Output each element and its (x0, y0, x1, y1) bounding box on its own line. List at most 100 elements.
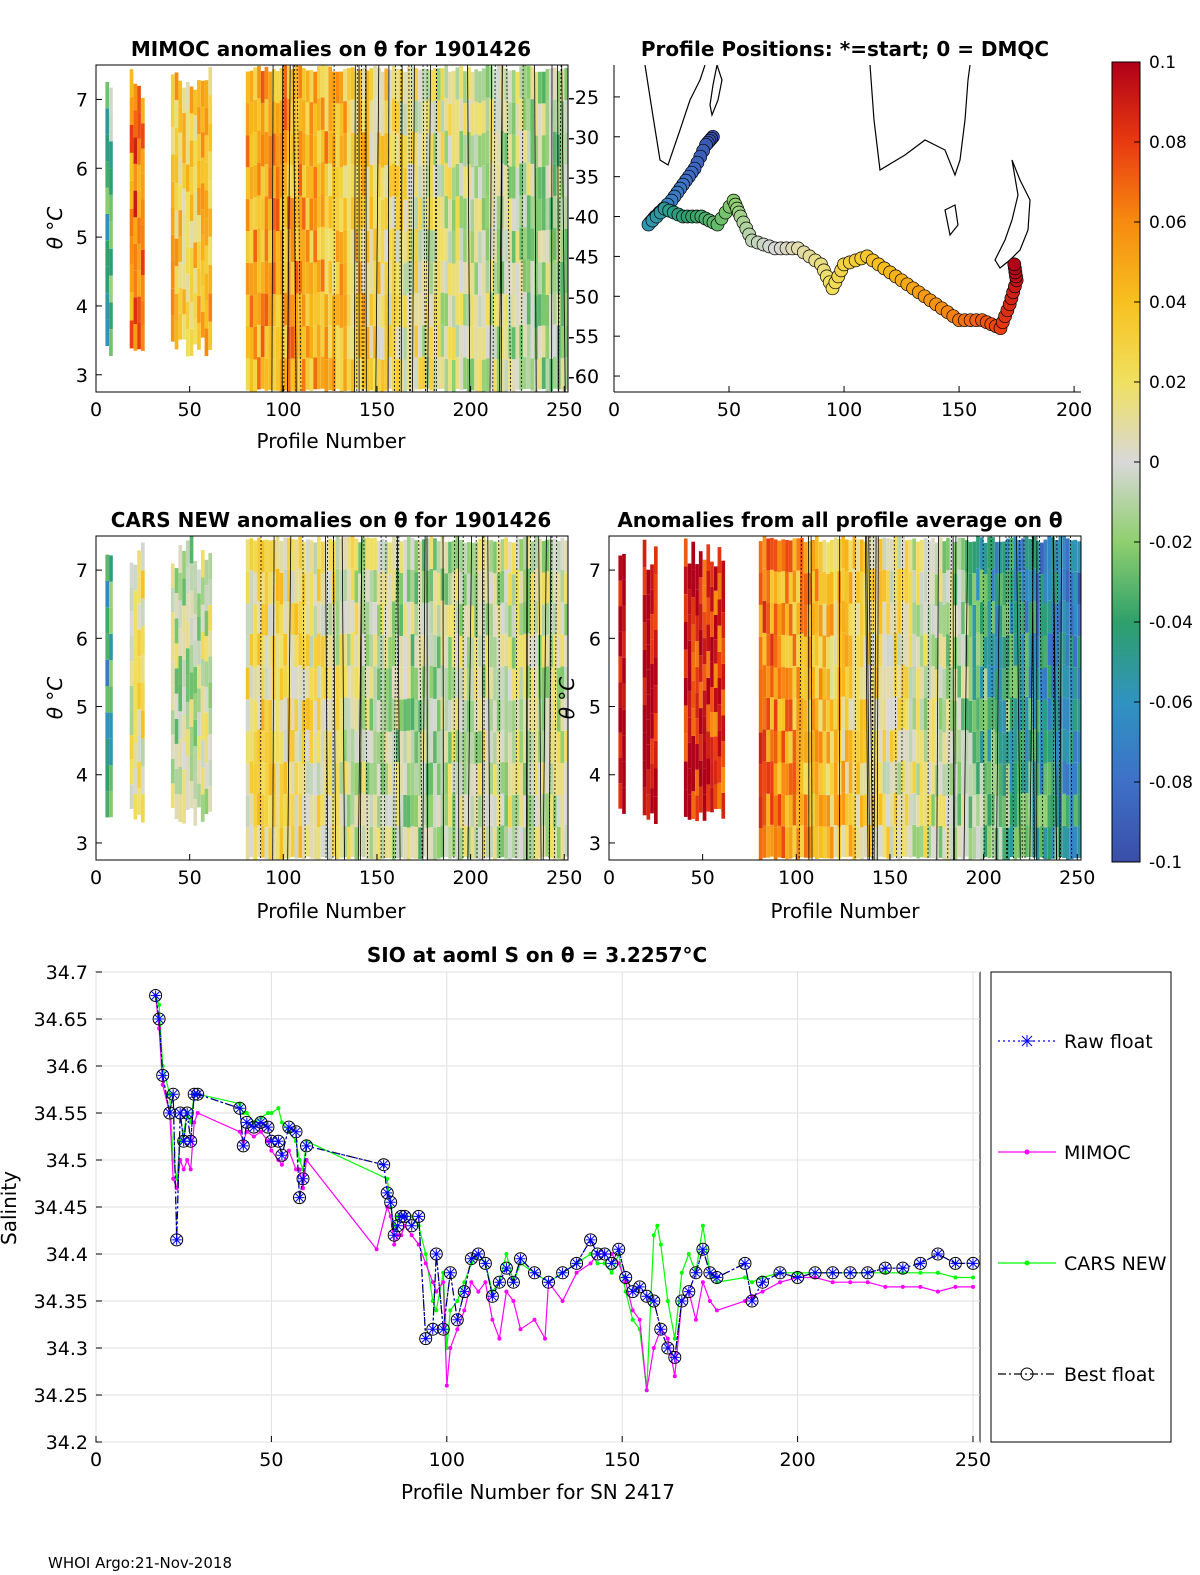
heat-cell (317, 665, 321, 699)
heat-cell (523, 698, 527, 731)
heat-cell (1047, 665, 1051, 698)
heat-cell (170, 636, 175, 662)
x-tick-label: 100 (429, 1449, 465, 1471)
heat-cell (549, 132, 553, 166)
y-tick-label: 3 (589, 833, 601, 855)
heat-cell (785, 699, 789, 732)
heat-cell (373, 163, 377, 196)
heat-cell (249, 359, 254, 392)
heat-cell (294, 293, 299, 326)
heat-cell (335, 826, 340, 859)
heat-cell (264, 164, 269, 197)
heat-cell (283, 569, 287, 602)
heat-cell (811, 571, 815, 604)
contour-line (526, 536, 528, 860)
heat-cell (403, 231, 407, 264)
data-point (294, 1167, 298, 1172)
heat-cell (272, 827, 276, 860)
africa-coast (644, 65, 706, 166)
heat-cell (328, 763, 332, 796)
heat-cell (710, 737, 714, 763)
heat-cell (867, 696, 872, 729)
heat-cell (485, 325, 490, 359)
heat-cell (534, 135, 538, 168)
heat-cell (305, 793, 310, 825)
heat-cell (320, 323, 325, 357)
heat-cell (362, 164, 366, 197)
heat-cell (534, 103, 538, 136)
heat-cell (406, 633, 411, 667)
heat-cell (133, 641, 138, 667)
heat-cell (294, 326, 299, 359)
heat-cell (253, 197, 257, 230)
heat-cell (463, 103, 467, 135)
heat-cell (916, 636, 920, 669)
heat-cell (1043, 699, 1048, 732)
heat-cell (549, 358, 553, 391)
heat-cell (994, 764, 999, 796)
heat-cell (695, 769, 699, 796)
heat-cell (141, 300, 145, 326)
y-tick-label: -45 (568, 246, 599, 268)
heat-cell (721, 560, 726, 587)
heat-cell (275, 199, 280, 231)
heat-cell (170, 612, 175, 637)
heat-cell (1039, 794, 1044, 826)
heat-cell (871, 536, 875, 569)
heat-cell (493, 230, 497, 263)
heat-cell (515, 602, 520, 635)
contour-line (954, 536, 957, 860)
heat-cell (534, 263, 538, 296)
heat-cell (830, 667, 834, 700)
heat-cell (444, 699, 449, 731)
heat-cell (478, 327, 482, 360)
heat-cell (204, 218, 209, 246)
heat-cell (129, 320, 134, 349)
heat-cell (991, 729, 995, 762)
heat-cell (354, 538, 359, 571)
heat-cell (564, 540, 568, 573)
heat-cell (313, 166, 317, 199)
heat-cell (470, 542, 475, 575)
heat-cell (204, 300, 209, 329)
heat-cell (886, 538, 890, 571)
heat-cell (826, 731, 830, 764)
heat-cell (129, 292, 134, 321)
heat-cell (1043, 667, 1048, 700)
heat-cell (451, 167, 456, 200)
heat-cell (773, 667, 778, 700)
heat-cell (1062, 825, 1066, 858)
heat-cell (388, 69, 392, 102)
heat-cell (141, 570, 145, 599)
heat-cell (440, 292, 445, 325)
heat-cell (833, 697, 838, 730)
heat-cell (691, 708, 696, 736)
heat-cell (871, 827, 875, 860)
heat-cell (320, 825, 325, 858)
heat-cell (474, 542, 478, 574)
heat-cell (1028, 602, 1033, 635)
heat-cell (182, 289, 186, 315)
heat-cell (395, 697, 400, 730)
heat-cell (949, 763, 954, 796)
positions-title: Profile Positions: *=start; 0 = DMQC (641, 37, 1049, 61)
heat-cell (478, 731, 482, 763)
heat-cell (410, 602, 415, 635)
heat-cell (275, 698, 280, 731)
heat-cell (418, 69, 422, 102)
heat-cell (141, 598, 145, 627)
heat-cell (358, 133, 362, 166)
heat-cell (335, 325, 340, 358)
heat-cell (279, 795, 284, 828)
heat-cell (781, 730, 785, 763)
data-point (254, 1115, 268, 1129)
heat-cell (485, 97, 490, 131)
data-point (241, 1117, 252, 1128)
heat-cell (695, 718, 699, 744)
heat-cell (474, 165, 478, 199)
heat-cell (788, 795, 793, 827)
heat-cell (324, 572, 329, 604)
heat-cell (934, 542, 939, 575)
heat-cell (991, 537, 995, 570)
